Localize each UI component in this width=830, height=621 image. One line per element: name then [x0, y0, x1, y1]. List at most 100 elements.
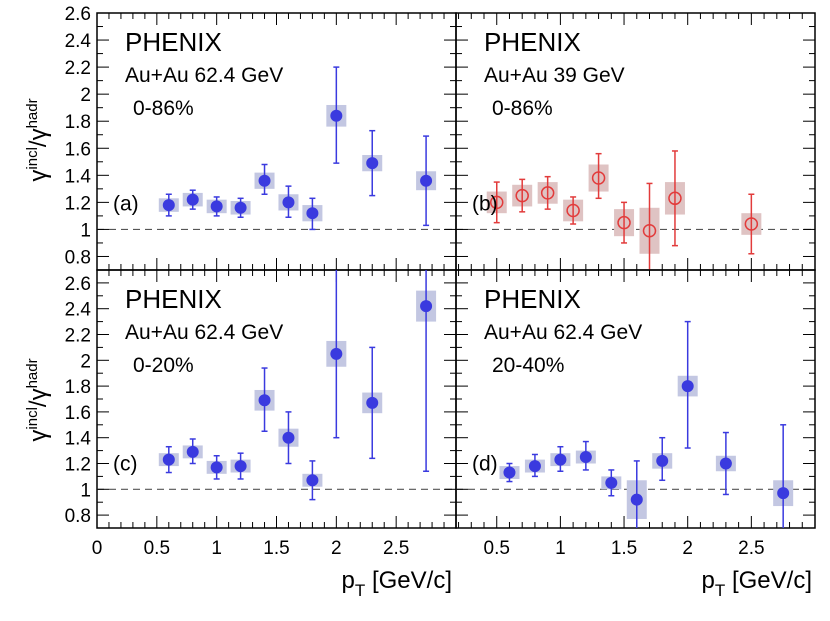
- data-point: [234, 460, 247, 473]
- data-points: [486, 150, 762, 270]
- data-point: [591, 171, 606, 185]
- y-title-slash: /: [25, 140, 52, 147]
- y-tick-label: 1.4: [65, 166, 92, 187]
- collision-label: Au+Au 62.4 GeV: [484, 321, 642, 344]
- data-point: [515, 188, 529, 203]
- data-point: [366, 396, 379, 409]
- y-title-sup-hadr: hadr: [24, 358, 41, 388]
- data-point: [540, 186, 555, 200]
- x-title-sub: T: [355, 581, 365, 600]
- data-point: [162, 453, 175, 466]
- x-tick-label: 2.5: [383, 538, 409, 559]
- y-title-sup-hadr: hadr: [24, 98, 41, 128]
- data-point: [617, 215, 631, 230]
- collision-label: Au+Au 62.4 GeV: [125, 64, 283, 87]
- y-tick-label: 1.6: [65, 139, 91, 160]
- y-title-gamma: γ: [25, 430, 52, 442]
- x-tick-label: 2: [331, 538, 342, 559]
- x-tick-label: 1: [211, 538, 222, 559]
- data-points: [499, 320, 794, 528]
- y-tick-label: 2.4: [65, 31, 92, 52]
- data-point: [656, 454, 669, 467]
- panel-b: PHENIX Au+Au 39 GeV 0-86% (b): [455, 12, 816, 271]
- x-tick-label: 0: [92, 538, 103, 559]
- data-point: [306, 207, 319, 220]
- y-tick-label: 2.6: [65, 274, 91, 295]
- x-tick-label: 1.5: [611, 538, 637, 559]
- data-point: [489, 195, 504, 210]
- y-tick-label: 1.4: [65, 429, 92, 450]
- data-point: [503, 466, 516, 479]
- x-tick-label: 1.5: [263, 538, 289, 559]
- data-point: [162, 199, 175, 212]
- x-tick-label: 1: [555, 538, 566, 559]
- x-tick-label: 0.5: [144, 538, 170, 559]
- data-point: [258, 174, 271, 187]
- x-tick-label: 2: [682, 538, 693, 559]
- experiment-label: PHENIX: [125, 27, 222, 57]
- y-title-sup-incl: incl: [24, 407, 41, 430]
- data-point: [186, 445, 199, 458]
- data-point: [366, 157, 379, 170]
- data-point: [210, 461, 223, 474]
- x-title-left: pT [GeV/c]: [342, 567, 452, 600]
- data-point: [210, 200, 223, 213]
- data-point: [579, 451, 592, 464]
- x-title-sub: T: [715, 581, 725, 600]
- y-title-slash: /: [25, 400, 52, 407]
- y-tick-label: 1: [80, 220, 91, 241]
- panel-c: 0.8 1 1.2 1.4 1.6 1.8 2 2.2 2.4 2.6 0 0.5 1 1.5 2 2.5 PH…: [65, 269, 457, 559]
- y-tick-label: 1.8: [65, 112, 91, 133]
- data-point: [681, 380, 694, 393]
- y-tick-label: 1: [80, 480, 91, 501]
- data-point: [330, 109, 343, 122]
- data-points: [158, 66, 437, 231]
- x-title-unit: [GeV/c]: [365, 567, 452, 594]
- data-point: [777, 487, 790, 500]
- data-point: [258, 394, 271, 407]
- x-title-right: pT [GeV/c]: [702, 567, 812, 600]
- x-tick-label: 2.5: [738, 538, 764, 559]
- x-title-p: p: [702, 567, 715, 594]
- y-tick-label: 1.6: [65, 403, 91, 424]
- collision-label: Au+Au 39 GeV: [484, 64, 625, 87]
- data-point: [630, 493, 643, 506]
- data-point: [528, 460, 541, 473]
- experiment-label: PHENIX: [484, 27, 581, 57]
- data-point: [282, 196, 295, 209]
- panel-tag: (a): [113, 192, 139, 215]
- data-point: [566, 203, 580, 218]
- data-point: [719, 457, 732, 470]
- data-point: [642, 224, 657, 238]
- y-title-gamma-2: γ: [25, 128, 52, 140]
- panel-a: 0.8 1 1.2 1.4 1.6 1.8 2 2.2 2.4 2.6 PHENIX Au+Au 62…: [65, 4, 457, 271]
- panel-d: 0.5 1 1.5 2 2.5 PHENIX Au+Au 62.4 GeV 20-40% (d): [455, 269, 816, 559]
- y-title-top: γincl/γhadr: [24, 98, 52, 181]
- collision-label: Au+Au 62.4 GeV: [125, 321, 283, 344]
- data-point: [306, 474, 319, 487]
- panels: 0.8 1 1.2 1.4 1.6 1.8 2 2.2 2.4 2.6 PHENIX Au+Au 62…: [65, 4, 816, 559]
- y-tick-label: 0.8: [65, 247, 91, 268]
- data-points: [158, 270, 437, 501]
- data-point: [282, 431, 295, 444]
- panel-tag: (c): [113, 452, 138, 475]
- centrality-label: 0-86%: [492, 97, 553, 120]
- y-tick-label: 1.2: [65, 455, 91, 476]
- data-point: [234, 201, 247, 214]
- data-point: [420, 174, 433, 187]
- y-title-gamma-2: γ: [25, 388, 52, 400]
- data-point: [605, 476, 618, 489]
- y-title-gamma: γ: [25, 170, 52, 182]
- svg-text:γincl/γhadr: γincl/γhadr: [24, 358, 52, 441]
- x-tick-label: 0.5: [484, 538, 510, 559]
- y-tick-label: 2.6: [65, 4, 91, 25]
- y-tick-label: 1.8: [65, 377, 91, 398]
- data-point: [330, 347, 343, 360]
- y-tick-label: 2.2: [65, 326, 91, 347]
- x-title-unit: [GeV/c]: [725, 567, 812, 594]
- y-title-bottom: γincl/γhadr: [24, 358, 52, 441]
- data-point: [744, 217, 759, 231]
- axis-labels: γincl/γhadr γincl/γhadr pT [GeV/c] pT [G…: [24, 98, 812, 600]
- data-point: [554, 453, 567, 466]
